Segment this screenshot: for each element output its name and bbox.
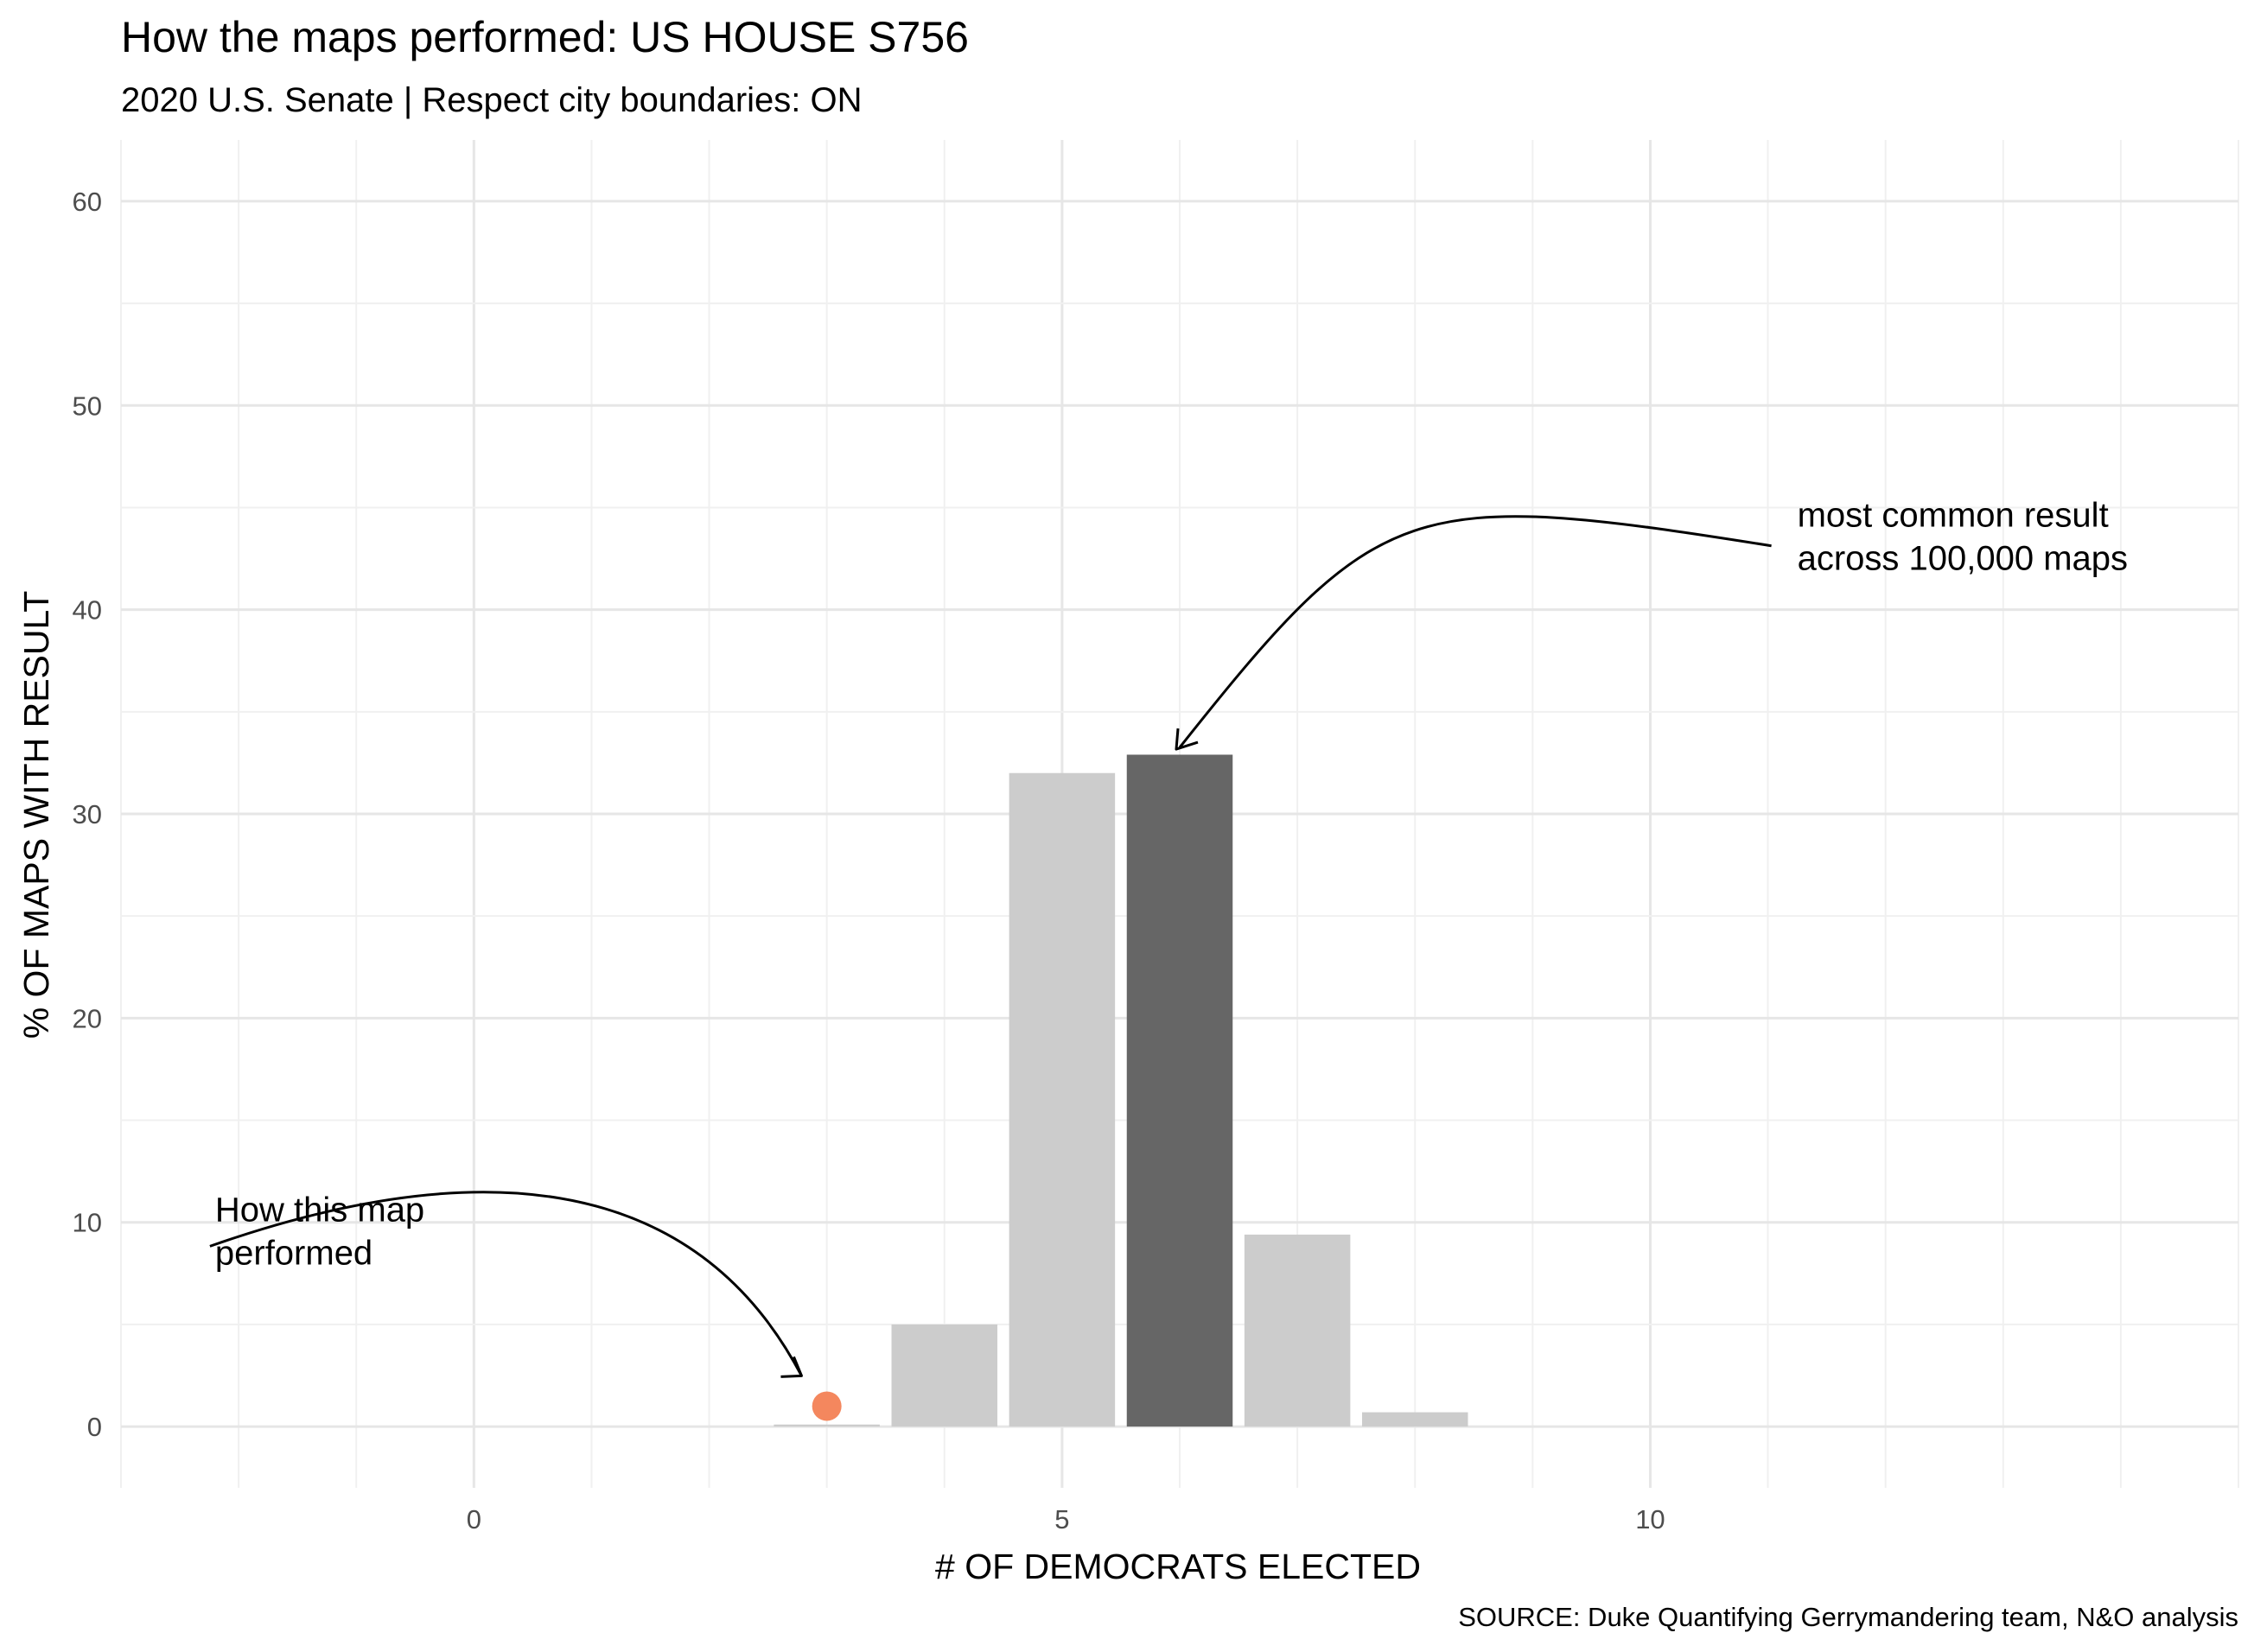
bar [1361, 1412, 1468, 1427]
y-axis-title: % OF MAPS WITH RESULT [16, 591, 56, 1039]
y-tick-label: 60 [73, 187, 102, 217]
y-tick-label: 0 [87, 1412, 102, 1442]
x-tick-label: 5 [1054, 1504, 1069, 1534]
annotation-arrow [209, 1191, 803, 1377]
y-tick-label: 20 [73, 1003, 102, 1033]
x-tick-label: 10 [1635, 1504, 1665, 1534]
annotation-text-line: across 100,000 maps [1798, 540, 2128, 578]
annotations: most common result across 100,000 maps How… [209, 497, 2128, 1378]
bar [774, 1424, 880, 1427]
bar [1009, 772, 1116, 1427]
chart-subtitle: 2020 U.S. Senate | Respect city boundari… [121, 81, 863, 119]
source-caption: SOURCE: Duke Quantifying Gerrymandering … [1458, 1602, 2238, 1632]
y-tick-label: 50 [73, 391, 102, 421]
y-tick-label: 40 [73, 595, 102, 626]
x-tick-label: 0 [467, 1504, 481, 1534]
chart-title: How the maps performed: US HOUSE S756 [121, 13, 969, 61]
y-tick-label: 30 [73, 799, 102, 829]
arrowhead [780, 1356, 803, 1378]
y-tick-label: 10 [73, 1208, 102, 1238]
annotation-text-line: performed [215, 1234, 372, 1272]
bar [891, 1324, 998, 1427]
x-axis-title: # OF DEMOCRATS ELECTED [935, 1547, 1421, 1586]
bars [774, 754, 1468, 1427]
annotation-text-line: How this map [215, 1191, 424, 1229]
bar [1244, 1234, 1351, 1427]
bar-most-common [1126, 754, 1233, 1427]
arrowhead [1175, 728, 1199, 751]
annotation: How this map performed [209, 1191, 803, 1378]
annotation-text-line: most common result [1798, 497, 2109, 535]
annotation: most common result across 100,000 maps [1175, 497, 2128, 751]
tick-labels: 0 5 10 0 10 20 30 40 50 60 [73, 187, 1665, 1534]
map-result-point-group [812, 1391, 842, 1421]
map-result-point [812, 1391, 842, 1421]
annotation-arrow [1178, 515, 1772, 749]
